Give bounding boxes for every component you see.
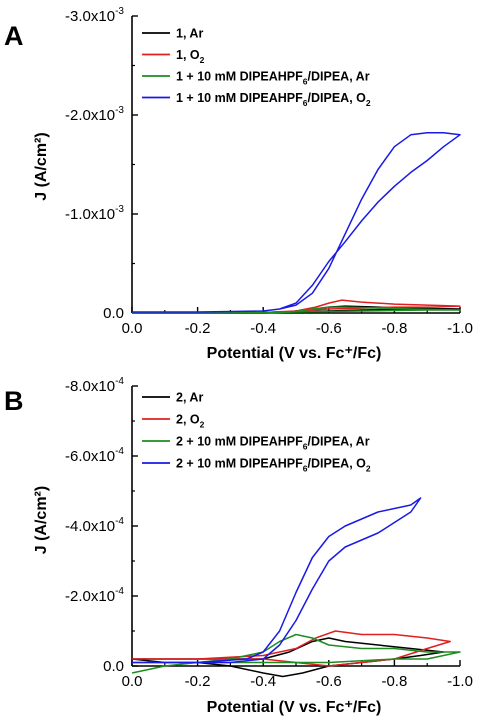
y-axis-title: J (A/cm²) xyxy=(33,486,50,554)
x-tick-label: -0.4 xyxy=(250,673,276,690)
x-tick-label: -1.0 xyxy=(447,673,473,690)
x-tick-label: -0.6 xyxy=(316,673,342,690)
series-line-4 xyxy=(132,132,461,313)
series-line-3 xyxy=(131,633,461,674)
x-tick-label: -0.8 xyxy=(381,320,407,337)
x-tick-label: -0.8 xyxy=(381,673,407,690)
x-axis-title: Potential (V vs. Fc⁺/Fc) xyxy=(207,699,382,716)
x-tick-label: -0.6 xyxy=(316,320,342,337)
y-tick-label: -3.0x10-3 xyxy=(65,6,124,25)
y-tick-label: -8.0x10-4 xyxy=(65,376,124,395)
x-axis-title: Potential (V vs. Fc⁺/Fc) xyxy=(207,345,382,362)
y-tick-label: 0.0 xyxy=(103,305,124,322)
y-tick-label: -2.0x10-4 xyxy=(65,586,124,605)
x-tick-label: 0.0 xyxy=(122,320,143,337)
legend-entry: 2, Ar xyxy=(176,391,203,405)
chart-panel-a: A 0.0 -0.2 -0.4 -0.6 -0.8 -1.0 0.0 -1.0x10-3 -2.0… xyxy=(4,6,473,362)
y-tick-label: -6.0x10-4 xyxy=(65,446,124,465)
panel-letter: B xyxy=(4,386,24,416)
x-tick-label: 0.0 xyxy=(122,673,143,690)
series-line-3 xyxy=(132,306,461,314)
y-tick-label: -1.0x10-3 xyxy=(65,204,124,223)
x-tick-label: -0.2 xyxy=(185,673,211,690)
legend-entry: 2, O2 xyxy=(176,413,205,430)
x-tick-label: -1.0 xyxy=(447,320,473,337)
legend-entry: 1, Ar xyxy=(176,27,203,41)
legend-entry: 2 + 10 mM DIPEAHPF6/DIPEA, Ar xyxy=(176,435,370,452)
legend-entry: 1 + 10 mM DIPEAHPF6/DIPEA, Ar xyxy=(176,70,370,87)
legend-entry: 1 + 10 mM DIPEAHPF6/DIPEA, O2 xyxy=(176,91,371,108)
chart-panel-b: B 0.0 -0.2 -0.4 -0.6 -0.8 -1.0 0.0 -2.0x10-4 -4.0… xyxy=(4,376,473,716)
legend-entry: 1, O2 xyxy=(176,48,205,65)
y-axis-title: J (A/cm²) xyxy=(33,132,50,200)
legend-entry: 2 + 10 mM DIPEAHPF6/DIPEA, O2 xyxy=(176,457,371,474)
series-line-1 xyxy=(131,637,445,678)
y-tick-label: -4.0x10-4 xyxy=(65,516,124,535)
x-tick-label: -0.2 xyxy=(185,320,211,337)
panel-letter: A xyxy=(4,21,24,51)
y-tick-label: 0.0 xyxy=(103,658,124,675)
x-tick-label: -0.4 xyxy=(250,320,276,337)
y-tick-label: -2.0x10-3 xyxy=(65,105,124,124)
series-line-4 xyxy=(132,497,422,664)
